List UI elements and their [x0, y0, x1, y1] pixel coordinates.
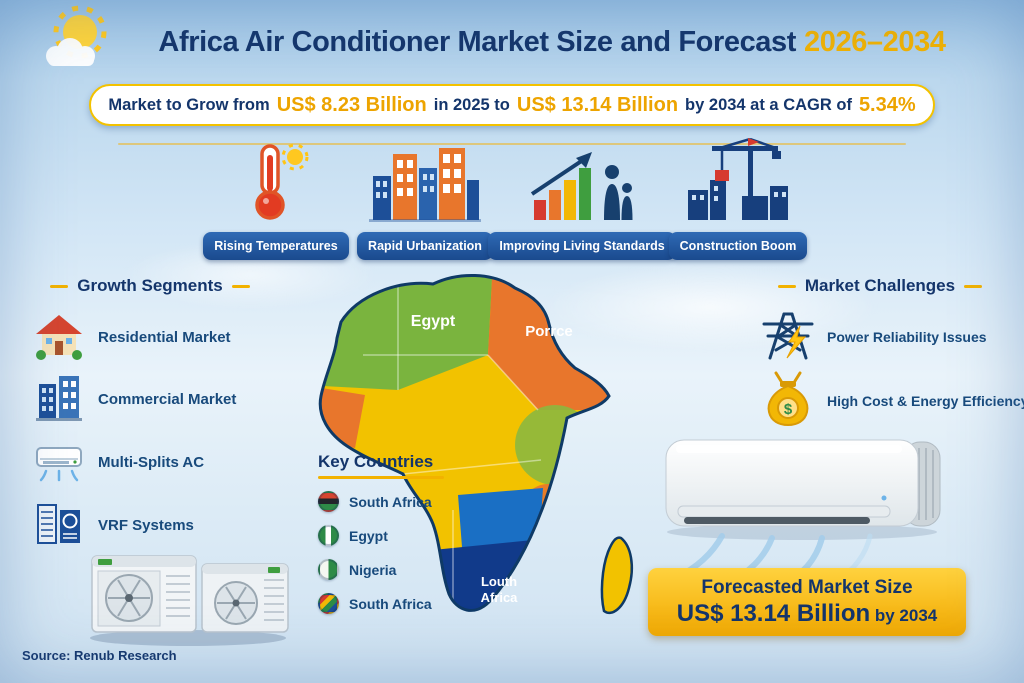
banner-text: in 2025 to — [433, 95, 510, 114]
country-item: Egypt — [318, 525, 444, 546]
growth-segments-title: Growth Segments — [77, 276, 223, 295]
segment-multi-splits: Multi-Splits AC — [34, 435, 204, 490]
header-dash — [231, 284, 250, 288]
segment-label: Multi-Splits AC — [98, 454, 205, 471]
key-countries-block: Key Countries South Africa Egypt Nigeria… — [318, 452, 444, 614]
driver-badge: Construction Boom — [668, 232, 808, 260]
banner-value-2025: US$ 8.23 Billion — [276, 93, 427, 116]
country-label: South Africa — [349, 493, 432, 510]
header-dash — [964, 284, 983, 288]
egypt-flag-icon — [318, 525, 339, 546]
driver-badge: Rising Temperatures — [203, 232, 349, 260]
forecasted-market-size-box: Forecasted Market Size US$ 13.14 Billion… — [648, 568, 966, 636]
country-label: Nigeria — [349, 561, 397, 578]
city-skyline-icon — [369, 142, 481, 227]
money-bag-icon: $ — [760, 370, 816, 431]
driver-badge: Rapid Urbanization — [357, 232, 493, 260]
key-countries-underline — [318, 476, 444, 479]
growth-chart-people-icon — [528, 142, 636, 227]
south-africa-flag-icon — [318, 593, 339, 614]
divider-line — [118, 143, 906, 145]
segment-vrf: VRF Systems — [34, 498, 194, 553]
banner-value-2034: US$ 13.14 Billion — [516, 93, 679, 116]
power-tower-icon — [760, 306, 816, 367]
challenge-power-reliability: Power Reliability Issues — [760, 306, 987, 367]
map-label-northeast: Porrce — [525, 323, 573, 340]
segment-residential: Residential Market — [34, 310, 231, 365]
svg-text:$: $ — [784, 401, 793, 418]
banner-text: Market to Grow from — [108, 95, 270, 114]
forecast-suffix: by 2034 — [874, 605, 938, 625]
challenge-label: Power Reliability Issues — [827, 328, 987, 345]
page-title: Africa Air Conditioner Market Size and F… — [100, 26, 1004, 59]
title-years: 2026–2034 — [804, 26, 946, 58]
map-label-south-2: Africa — [481, 590, 519, 605]
title-text: Africa Air Conditioner Market Size and F… — [158, 26, 797, 58]
country-item: Nigeria — [318, 559, 444, 580]
banner-text: by 2034 at a CAGR of — [685, 95, 852, 114]
banner-cagr: 5.34% — [858, 93, 916, 116]
map-label-south-1: Louth — [481, 574, 517, 589]
crane-icon — [682, 137, 794, 227]
forecast-banner: Market to Grow from US$ 8.23 Billion in … — [89, 84, 935, 126]
country-item: South Africa — [318, 593, 444, 614]
sun-icon — [34, 4, 118, 83]
driver-rising-temperatures: Rising Temperatures — [196, 143, 356, 260]
south-africa-flag-icon — [318, 491, 339, 512]
segment-label: Residential Market — [98, 329, 231, 346]
challenge-label: High Cost & Energy Efficiency — [827, 392, 1024, 409]
source-credit: Source: Renub Research — [22, 648, 177, 663]
driver-construction-boom: Construction Boom — [652, 137, 824, 260]
forecast-title: Forecasted Market Size — [701, 576, 913, 598]
country-label: South Africa — [349, 595, 432, 612]
challenge-high-cost: $ High Cost & Energy Efficiency — [760, 370, 1024, 431]
segment-label: VRF Systems — [98, 517, 194, 534]
outdoor-ac-units-image — [86, 548, 294, 653]
africa-map: Egypt Porrce Louth Africa — [303, 260, 655, 655]
header-dash — [777, 284, 796, 288]
market-challenges-title: Market Challenges — [804, 276, 956, 295]
segment-commercial: Commercial Market — [34, 372, 236, 427]
driver-rapid-urbanization: Rapid Urbanization — [352, 146, 498, 260]
driver-badge: Improving Living Standards — [488, 232, 676, 260]
madagascar-shape — [600, 536, 633, 614]
header-dash — [50, 284, 69, 288]
map-label-egypt: Egypt — [411, 313, 456, 330]
wall-ac-unit-image — [652, 434, 972, 591]
market-challenges-header: Market Challenges — [750, 276, 1010, 296]
country-item: South Africa — [318, 491, 444, 512]
office-buildings-icon — [34, 372, 84, 427]
key-countries-title: Key Countries — [318, 452, 434, 471]
split-ac-icon — [34, 435, 84, 490]
country-label: Egypt — [349, 527, 388, 544]
vrf-units-icon — [34, 498, 84, 553]
house-icon — [34, 310, 84, 365]
forecast-value-line: US$ 13.14 Billion by 2034 — [677, 600, 938, 628]
growth-segments-header: Growth Segments — [26, 276, 274, 296]
driver-improving-living-standards: Improving Living Standards — [488, 146, 676, 260]
forecast-value: US$ 13.14 Billion — [676, 599, 871, 627]
segment-label: Commercial Market — [98, 391, 237, 408]
thermometer-icon — [240, 142, 312, 227]
nigeria-flag-icon — [318, 559, 339, 580]
